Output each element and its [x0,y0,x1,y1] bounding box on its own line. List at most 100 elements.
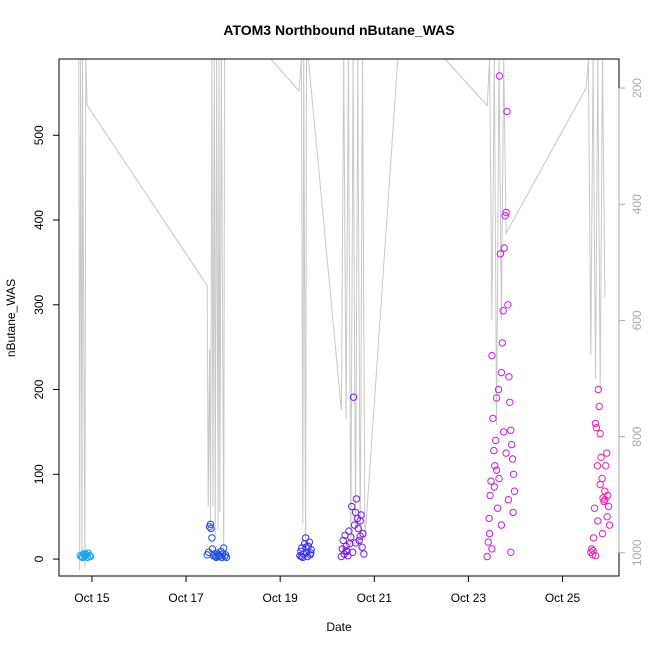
y2-tick-label: 600 [630,310,644,330]
data-point [492,394,501,402]
data-point [588,551,597,559]
data-point [605,521,614,529]
data-point [499,307,507,315]
data-point [487,477,495,485]
data-point [508,440,516,449]
data-point [349,393,358,401]
data-point [594,385,602,394]
data-point [505,373,513,381]
series-4 [483,72,519,561]
data-point [589,534,598,542]
x-axis: Oct 15 Oct 17 Oct 19 Oct 21 Oct 23 Oct 25 [74,575,581,605]
data-point [596,429,604,438]
x-tick-label: Oct 21 [357,591,393,605]
data-point [504,496,513,504]
data-point [495,474,503,483]
data-point [591,552,600,560]
data-point [497,521,506,529]
data-point [492,436,500,445]
y-tick-label: 200 [32,379,46,399]
data-point [208,534,216,542]
data-point [343,547,351,556]
data-point [591,419,600,428]
y-tick-label: 400 [32,210,46,230]
data-point [346,540,354,548]
y2-axis: 200 400 600 800 1000 [618,78,644,566]
data-point [206,520,215,528]
data-point [357,511,365,519]
data-point [301,534,310,542]
y-tick-label: 0 [32,555,46,562]
data-point [339,536,347,545]
series-1 [203,520,231,562]
y-tick-label: 500 [32,125,46,145]
x-axis-label: Date [326,620,352,634]
data-point [598,529,607,538]
data-point [503,107,511,116]
data-point [603,449,611,457]
data-point [220,544,228,552]
data-point [356,532,364,540]
series-5 [587,385,614,560]
data-point [342,546,350,555]
data-point [508,455,517,463]
data-point [592,424,601,432]
y-axis: 0 100 200 300 400 500 [32,125,60,562]
y-tick-label: 100 [32,464,46,484]
data-point [208,545,217,553]
data-point [509,508,517,517]
data-point [604,502,613,511]
x-tick-label: Oct 17 [168,591,204,605]
data-point [490,446,498,455]
data-point [299,553,307,562]
profile-line [78,59,606,571]
data-point [348,548,357,556]
y2-tick-label: 1000 [630,539,644,566]
x-tick-label: Oct 23 [451,591,487,605]
data-point [488,351,496,360]
data-point [506,398,514,406]
data-point [500,428,508,436]
data-point [342,542,350,550]
plot-frame [58,58,620,577]
data-point [305,538,314,546]
data-point [493,504,502,512]
data-point [302,543,310,551]
profile-line-layer [78,59,606,571]
series-2 [296,534,315,562]
data-point [594,517,602,525]
data-point [360,550,368,558]
data-point [348,502,356,511]
series-0 [76,549,95,562]
data-point [307,549,315,557]
data-point [485,529,494,538]
data-point [603,513,611,521]
data-point [601,496,609,504]
data-point [600,497,608,506]
data-point [347,533,355,541]
data-point [81,550,90,558]
y-tick-label: 300 [32,294,46,314]
data-point [494,385,503,394]
data-point [486,491,494,500]
data-point [504,301,512,309]
series-3 [337,393,368,561]
data-point [598,474,606,483]
data-point [497,368,506,377]
data-point [491,462,499,470]
data-point [77,552,86,561]
data-point [595,402,603,411]
data-point [597,453,605,461]
data-point [492,466,501,474]
data-point [222,553,231,562]
y-axis-label: nButane_WAS [4,279,18,357]
data-point [354,524,362,533]
data-point [488,545,496,553]
data-point [358,543,366,551]
data-point [485,514,493,523]
data-point [498,339,506,347]
y2-tick-label: 200 [630,78,644,98]
data-point [85,552,94,560]
data-point [483,552,491,561]
